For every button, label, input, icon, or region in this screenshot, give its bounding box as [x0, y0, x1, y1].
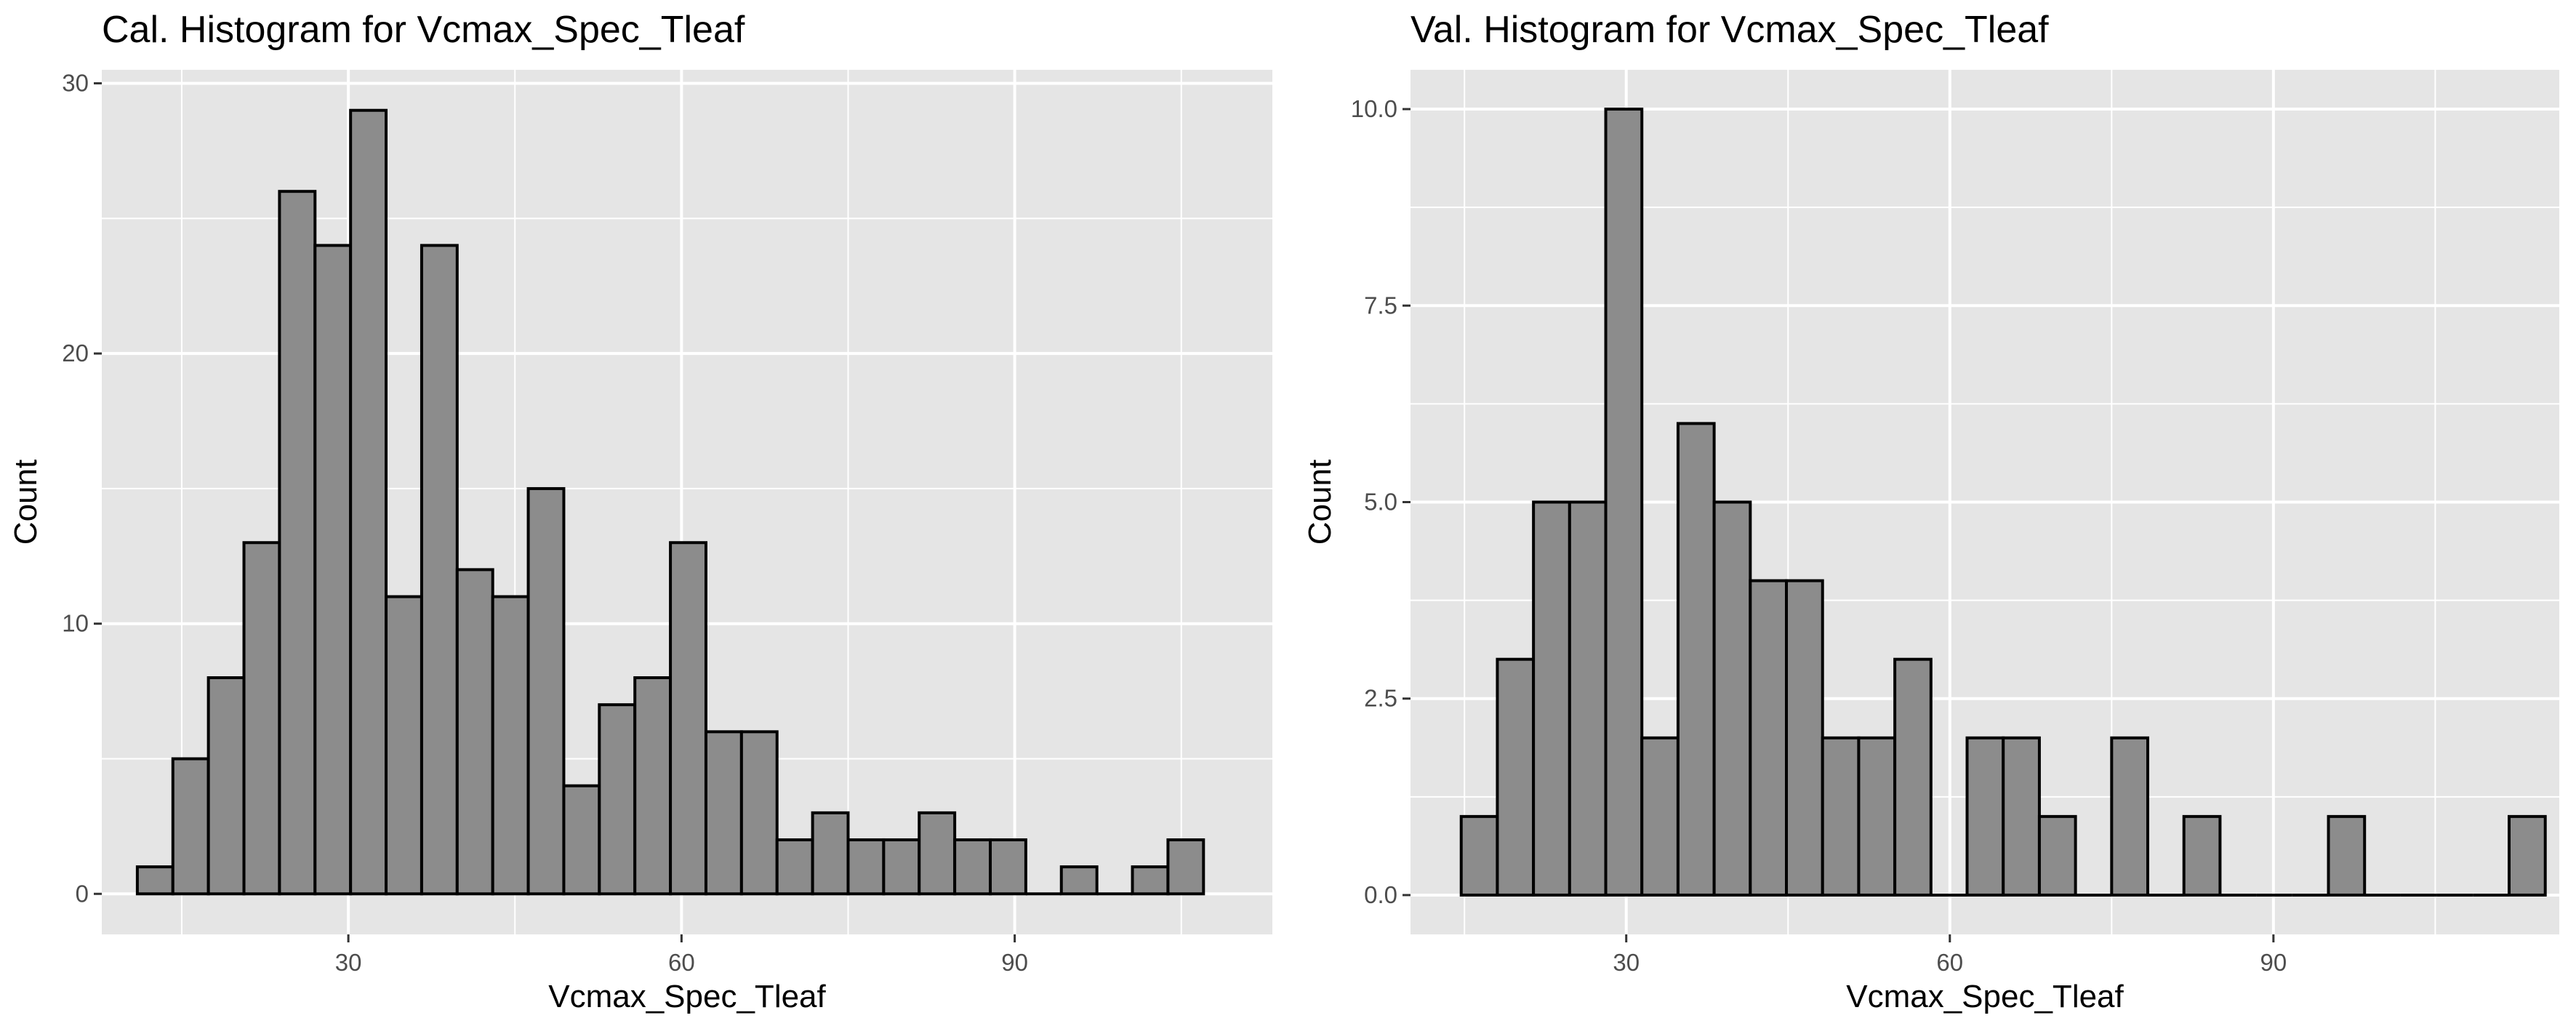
histogram-bar: [1712, 500, 1752, 897]
y-tick-label: 10.0: [1351, 95, 1397, 122]
histogram-bar: [953, 838, 992, 896]
histogram-bar: [846, 838, 886, 896]
y-axis-title: Count: [8, 460, 44, 545]
histogram-bar: [1166, 838, 1205, 896]
histogram-bar: [669, 541, 707, 896]
y-tick-label: 30: [62, 70, 89, 97]
x-tick-label: 60: [668, 949, 695, 976]
histogram-bar: [1749, 579, 1789, 897]
histogram-bar: [349, 108, 388, 896]
x-tick-label: 90: [1001, 949, 1028, 976]
histogram-bar: [1785, 579, 1824, 897]
histogram-bar: [562, 784, 601, 896]
y-tick-label: 2.5: [1364, 685, 1397, 712]
x-axis-title: Vcmax_Spec_Tleaf: [548, 979, 826, 1014]
histogram-bar: [882, 838, 921, 896]
y-tick-label: 0: [76, 880, 89, 907]
histogram-bar: [918, 811, 957, 896]
histogram-bar: [2110, 736, 2150, 897]
histogram-bar: [1821, 736, 1861, 897]
histogram-bar: [1604, 108, 1644, 897]
histogram-bar: [633, 676, 673, 896]
histogram-bar: [1857, 736, 1897, 897]
y-tick-label: 0.0: [1364, 881, 1397, 908]
x-tick-label: 30: [335, 949, 362, 976]
histogram-bar: [491, 595, 530, 896]
histogram-bar: [1893, 657, 1933, 897]
y-tick-label: 20: [62, 340, 89, 366]
histogram-bar: [385, 595, 423, 896]
x-tick-label: 30: [1613, 949, 1640, 976]
y-axis-title: Count: [1302, 460, 1338, 545]
chart-title: Val. Histogram for Vcmax_Spec_Tleaf: [1411, 9, 2049, 51]
chart-title: Cal. Histogram for Vcmax_Spec_Tleaf: [102, 9, 745, 51]
histogram-bar: [598, 703, 637, 896]
histogram-bar: [1568, 500, 1608, 897]
histogram-bar: [1676, 422, 1716, 897]
histogram-bar: [2002, 736, 2041, 897]
histogram-bar: [1459, 814, 1499, 897]
histogram-bar: [420, 244, 459, 896]
histogram-bar: [811, 811, 850, 896]
histogram-bar: [206, 676, 246, 896]
histogram-bar: [1059, 865, 1099, 896]
histogram-bar: [2037, 814, 2077, 897]
histogram-bar: [313, 244, 353, 896]
histogram-bar: [1965, 736, 2005, 897]
chart-panel-cal: 0 10 20 30 30 60 90 Cal. Histogram for Vcmax_Sp…: [8, 9, 1272, 1014]
y-tick-label: 10: [62, 610, 89, 637]
chart-panel-val: 0.0 2.5 5.0 7.5 10.0 30 60 90 Val. Histogram for…: [1302, 9, 2559, 1014]
histogram-bar: [2182, 814, 2222, 897]
x-axis-title: Vcmax_Spec_Tleaf: [1846, 979, 2124, 1014]
histogram-bar: [739, 730, 779, 896]
y-tick-label: 5.0: [1364, 489, 1397, 516]
histogram-bar: [704, 730, 743, 896]
histogram-bar: [1532, 500, 1571, 897]
histogram-bar: [1131, 865, 1170, 896]
histogram-bar: [171, 757, 210, 896]
histogram-bar: [135, 865, 174, 896]
histogram-bar: [989, 838, 1027, 896]
histogram-bar: [278, 190, 317, 896]
histogram-bar: [1640, 736, 1680, 897]
histogram-bar: [526, 486, 566, 896]
histogram-bar: [242, 541, 281, 896]
x-tick-label: 90: [2260, 949, 2287, 976]
histogram-bar: [1496, 657, 1536, 897]
histogram-bar: [775, 838, 814, 896]
histogram-bar: [2508, 814, 2547, 897]
x-tick-label: 60: [1936, 949, 1963, 976]
histogram-bar: [455, 568, 494, 896]
histogram-bar: [2327, 814, 2367, 897]
y-tick-label: 7.5: [1364, 292, 1397, 318]
